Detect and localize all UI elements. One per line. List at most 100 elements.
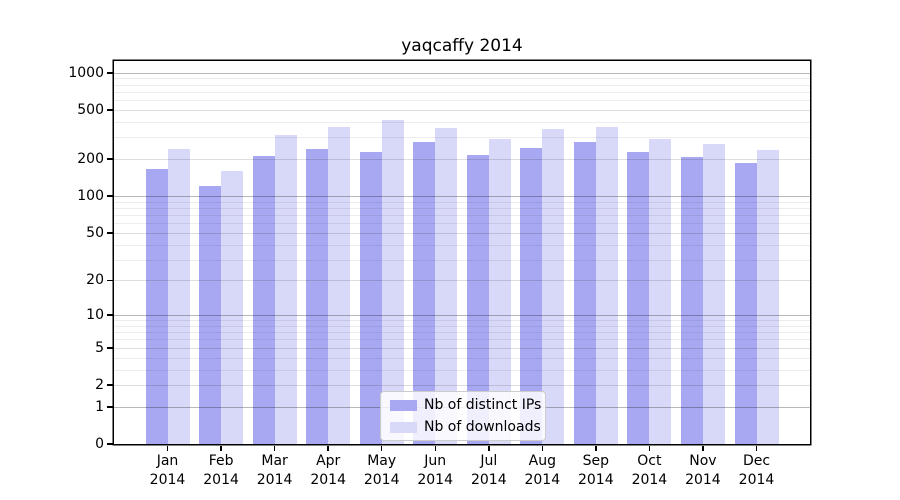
y-tick-mark-10 (106, 314, 113, 316)
bar-distinct-ips-may (359, 151, 382, 444)
bar-downloads-jun (435, 128, 458, 444)
y-tick-label-50: 50 (86, 224, 104, 241)
bar-downloads-sep (595, 126, 618, 444)
bar-distinct-ips-feb (199, 185, 222, 444)
x-tick-label-oct: Oct 2014 (631, 453, 668, 488)
y-tick-mark-50 (106, 232, 113, 234)
y-tick-label-500: 500 (77, 101, 104, 118)
y-tick-mark-100 (106, 195, 113, 197)
chart-title: yaqcaffy 2014 (401, 36, 523, 56)
x-tick-mark-feb (220, 446, 222, 451)
y-tick-mark-1 (106, 406, 113, 408)
bar-distinct-ips-apr (306, 149, 329, 444)
gridline-900 (114, 78, 810, 80)
legend-swatch-downloads (390, 421, 417, 433)
x-tick-mark-mar (273, 446, 276, 451)
x-tick-mark-jun (434, 446, 436, 451)
gridline-10 (114, 315, 810, 317)
gridline-600 (114, 100, 810, 102)
bar-distinct-ips-jun (413, 141, 436, 444)
gridline-100 (114, 196, 810, 197)
y-tick-mark-5 (106, 347, 113, 349)
gridline-80 (114, 207, 810, 209)
x-tick-label-jul: Jul 2014 (470, 453, 507, 488)
legend-label-downloads: Nb of downloads (424, 419, 541, 435)
y-tick-label-1: 1 (95, 398, 104, 415)
bar-distinct-ips-nov (680, 157, 703, 444)
gridline-2 (114, 385, 810, 386)
legend-row-distinct-ips: Nb of distinct IPs (381, 396, 545, 415)
bar-distinct-ips-mar (252, 155, 275, 444)
bar-downloads-nov (702, 143, 725, 444)
gridline-1000 (114, 72, 810, 74)
y-tick-mark-200 (106, 158, 113, 160)
x-tick-label-sep: Sep 2014 (577, 453, 614, 488)
y-tick-mark-500 (106, 109, 113, 111)
x-tick-mark-oct (648, 446, 651, 451)
legend-row-downloads: Nb of downloads (381, 418, 545, 437)
gridline-70 (114, 214, 810, 216)
gridline-500 (114, 109, 810, 111)
y-tick-label-10: 10 (86, 307, 104, 324)
x-tick-label-jun: Jun 2014 (417, 453, 453, 488)
gridline-8 (114, 325, 810, 327)
bar-downloads-aug (542, 128, 565, 444)
bar-downloads-jul (488, 139, 511, 444)
x-tick-mark-sep (595, 446, 597, 451)
gridline-30 (114, 259, 810, 261)
gridline-300 (114, 137, 810, 139)
bar-distinct-ips-aug (520, 148, 543, 444)
bar-distinct-ips-jul (466, 154, 489, 444)
legend-swatch-distinct-ips (390, 399, 417, 411)
legend: Nb of distinct IPs Nb of downloads (380, 391, 546, 441)
y-tick-mark-0 (106, 443, 113, 445)
bar-distinct-ips-jan (145, 169, 168, 444)
x-tick-label-mar: Mar 2014 (256, 453, 293, 488)
bar-downloads-jan (167, 148, 190, 444)
y-tick-label-20: 20 (86, 272, 104, 289)
x-tick-label-nov: Nov 2014 (685, 453, 721, 488)
bar-downloads-dec (756, 150, 779, 444)
bar-downloads-feb (221, 170, 244, 444)
x-tick-mark-aug (541, 446, 544, 451)
bar-distinct-ips-oct (627, 151, 650, 444)
gridline-200 (114, 159, 810, 160)
x-tick-mark-jan (166, 446, 169, 451)
x-tick-mark-apr (327, 446, 329, 451)
y-tick-label-5: 5 (95, 339, 104, 356)
bar-downloads-mar (274, 134, 297, 444)
gridline-6 (114, 339, 810, 341)
gridline-4 (114, 357, 810, 359)
bar-distinct-ips-dec (734, 163, 757, 444)
x-tick-label-jan: Jan 2014 (149, 453, 186, 488)
gridline-90 (114, 201, 810, 203)
gridline-7 (114, 332, 810, 334)
y-tick-mark-1000 (106, 72, 113, 74)
y-tick-label-2: 2 (95, 377, 104, 393)
gridline-9 (114, 320, 810, 322)
x-tick-label-aug: Aug 2014 (524, 453, 561, 488)
bar-downloads-may (381, 119, 404, 444)
gridline-400 (114, 121, 810, 123)
y-tick-mark-20 (106, 279, 113, 282)
bar-downloads-apr (328, 127, 351, 444)
gridline-800 (114, 84, 810, 86)
gridline-20 (114, 280, 810, 282)
x-tick-mark-nov (702, 446, 704, 451)
y-tick-label-200: 200 (77, 151, 104, 167)
y-tick-label-100: 100 (77, 188, 104, 204)
y-tick-mark-2 (106, 384, 113, 386)
gridline-700 (114, 91, 810, 93)
bar-distinct-ips-sep (573, 141, 596, 444)
x-tick-label-may: May 2014 (363, 453, 400, 488)
x-tick-mark-may (380, 446, 383, 451)
gridline-40 (114, 244, 810, 246)
gridline-3 (114, 369, 810, 371)
gridline-50 (114, 232, 810, 234)
gridline-60 (114, 223, 810, 225)
legend-label-distinct-ips: Nb of distinct IPs (424, 397, 542, 413)
x-tick-label-dec: Dec 2014 (738, 453, 775, 488)
x-tick-label-feb: Feb 2014 (203, 453, 239, 488)
gridline-5 (114, 347, 810, 349)
